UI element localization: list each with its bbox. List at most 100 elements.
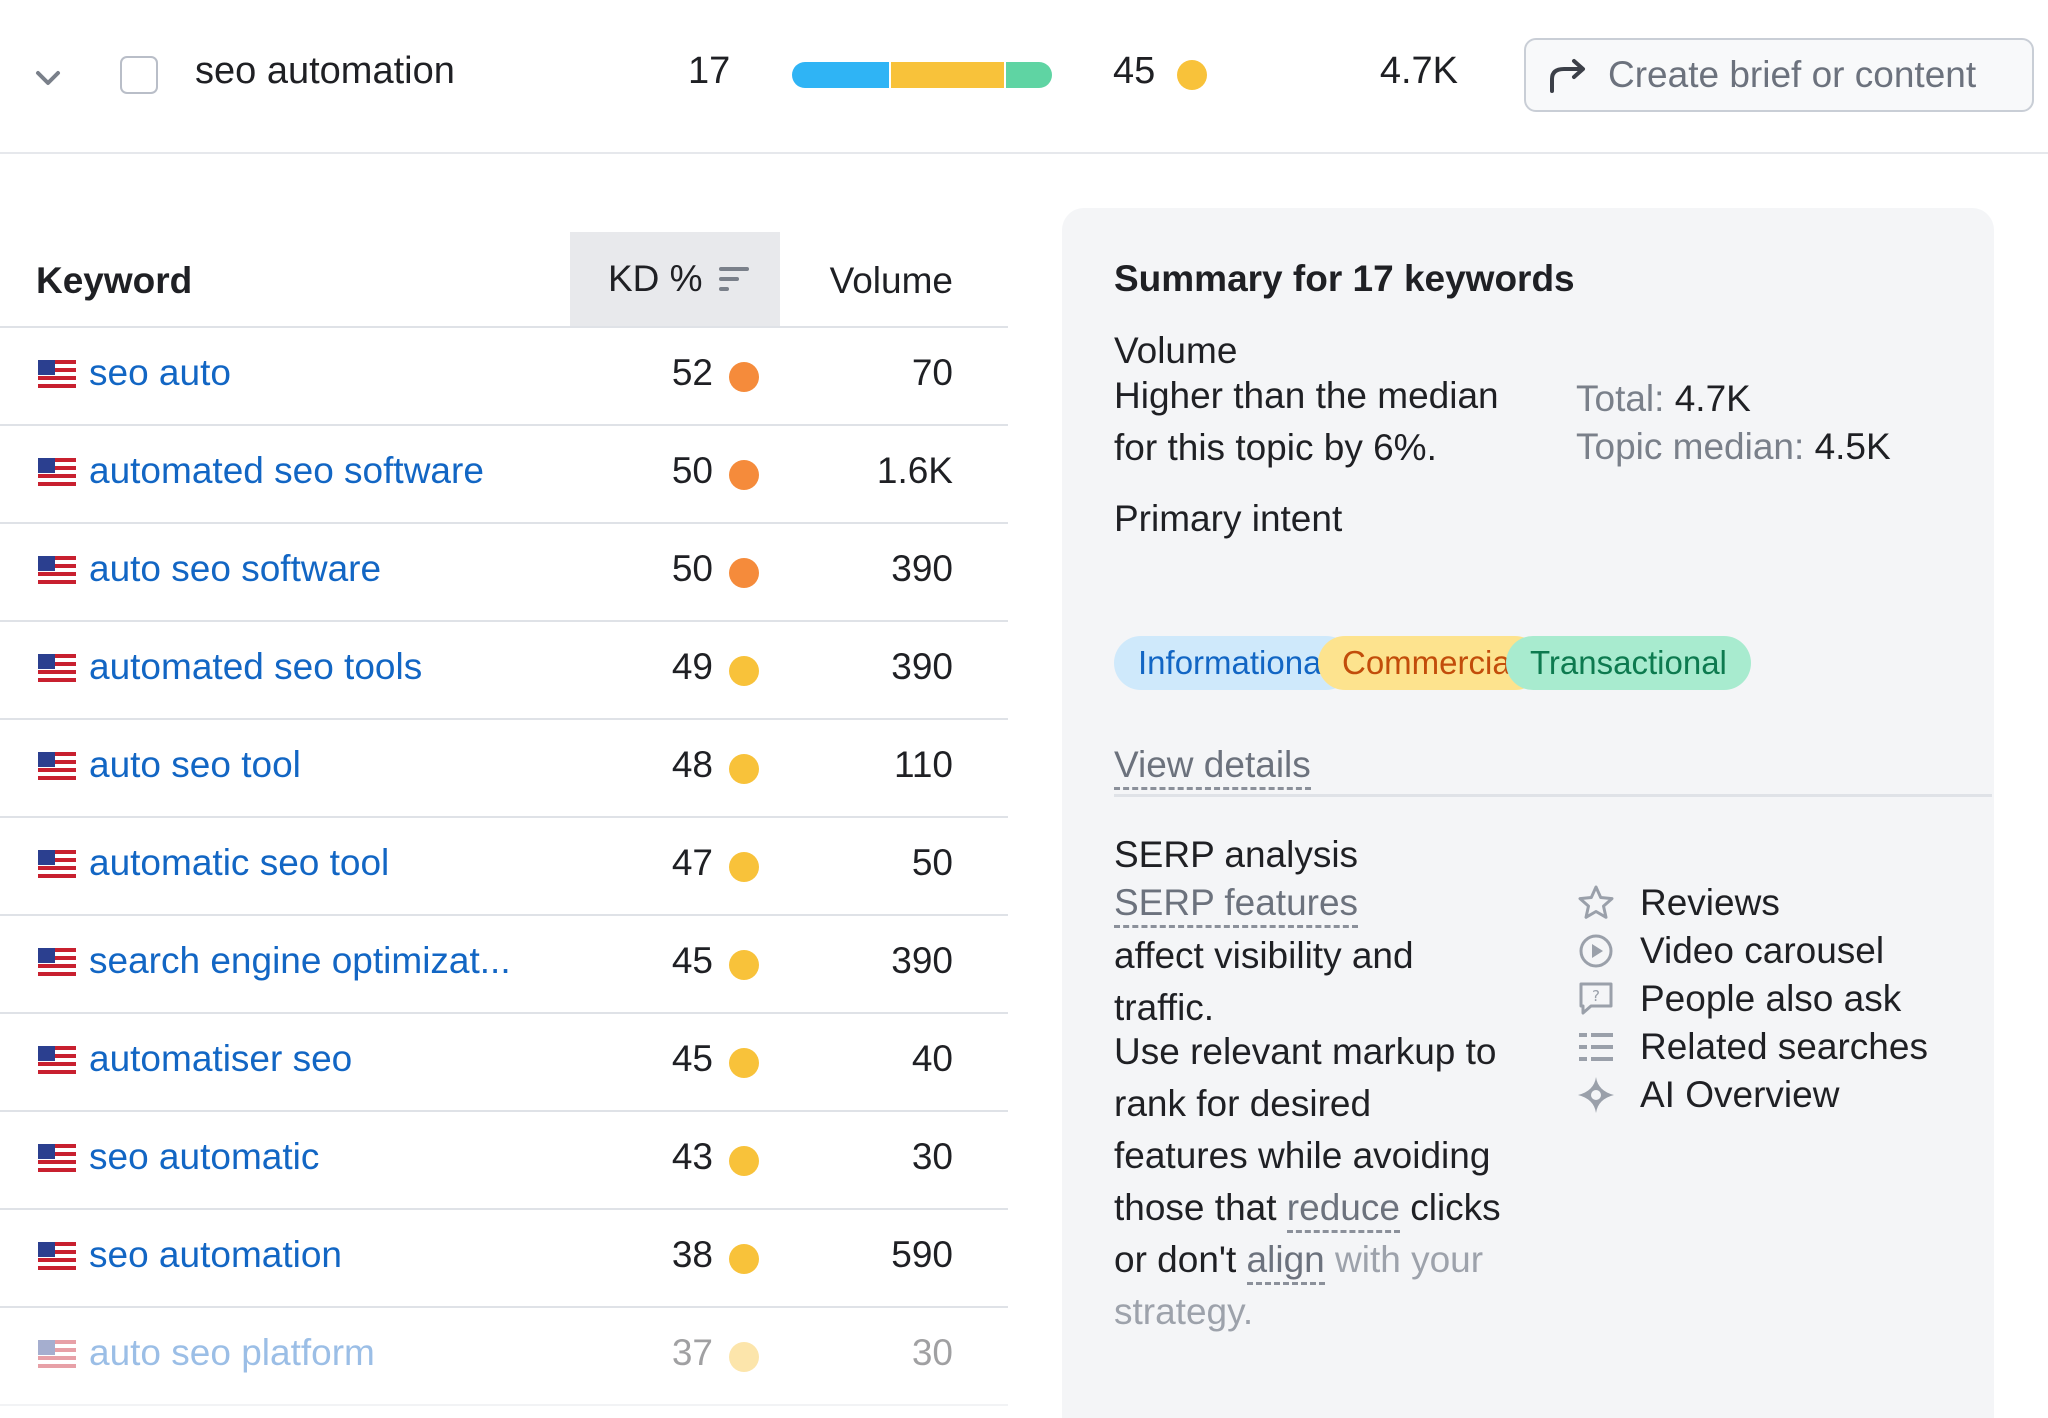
us-flag-icon xyxy=(38,948,76,976)
summary-title: Summary for 17 keywords xyxy=(1114,258,1575,299)
table-row: automatic seo tool 47 50 xyxy=(0,818,1008,916)
kd-indicator-dot xyxy=(729,852,759,882)
column-header-keyword[interactable]: Keyword xyxy=(36,260,193,301)
kd-indicator-dot xyxy=(729,558,759,588)
table-row: auto seo tool 48 110 xyxy=(0,720,1008,818)
table-row: auto seo software 50 390 xyxy=(0,524,1008,622)
kd-indicator-dot xyxy=(729,1146,759,1176)
volume-value: 110 xyxy=(894,744,953,785)
volume-heading: Volume xyxy=(1114,330,1238,371)
serp-feature-reviews: Reviews xyxy=(1576,882,1780,924)
serp-feature-people-also-ask: ? People also ask xyxy=(1576,978,1901,1020)
keyword-link[interactable]: automatic seo tool xyxy=(89,842,390,883)
table-header: Keyword KD % Volume xyxy=(0,232,1008,328)
summary-panel: Summary for 17 keywords Volume Higher th… xyxy=(1062,208,1994,1418)
kd-value: 50 xyxy=(671,548,713,589)
volume-value: 1.6K xyxy=(876,450,953,491)
volume-value: 390 xyxy=(891,646,953,687)
kd-indicator-dot xyxy=(729,1048,759,1078)
table-row: seo auto 52 70 xyxy=(0,328,1008,426)
serp-feature-ai-overview: AI Overview xyxy=(1576,1074,1839,1116)
cluster-checkbox[interactable] xyxy=(120,56,158,94)
us-flag-icon xyxy=(38,1144,76,1172)
keyword-link[interactable]: seo automation xyxy=(89,1234,343,1275)
keyword-link[interactable]: auto seo platform xyxy=(89,1332,375,1373)
kd-indicator-dot xyxy=(729,656,759,686)
serp-feature-label: AI Overview xyxy=(1640,1074,1840,1115)
intent-distribution-bar xyxy=(792,62,1052,88)
serp-text-visibility: affect visibility and traffic. xyxy=(1114,935,1414,1028)
column-header-kd-label: KD % xyxy=(608,258,703,299)
serp-text-markup-b: clicks or don't xyxy=(1114,1187,1501,1280)
share-arrow-icon xyxy=(1550,59,1585,93)
cluster-keyword-count: 17 xyxy=(688,50,731,92)
volume-value: 70 xyxy=(911,352,953,393)
kd-value: 38 xyxy=(671,1234,713,1275)
volume-value: 390 xyxy=(891,940,953,981)
keyword-link[interactable]: automated seo tools xyxy=(89,646,423,687)
table-row: automated seo tools 49 390 xyxy=(0,622,1008,720)
volume-value: 30 xyxy=(911,1332,953,1373)
table-row: search engine optimizat... 45 390 xyxy=(0,916,1008,1014)
kd-value: 45 xyxy=(671,940,713,981)
volume-median-label: Topic median: xyxy=(1576,426,1805,467)
kd-value: 50 xyxy=(671,450,713,491)
volume-median: Topic median: 4.5K xyxy=(1576,426,1891,468)
serp-text-markup-c: with your strategy. xyxy=(1114,1239,1484,1332)
volume-total: Total: 4.7K xyxy=(1576,378,1751,420)
keyword-link[interactable]: auto seo software xyxy=(89,548,382,589)
intent-heading: Primary intent xyxy=(1114,498,1343,539)
kd-indicator-dot xyxy=(729,950,759,980)
question-bubble-icon: ? xyxy=(1579,982,1613,1015)
intent-pill-transactional: Transactional xyxy=(1506,636,1751,690)
us-flag-icon xyxy=(38,360,76,388)
keyword-link[interactable]: automatiser seo xyxy=(89,1038,353,1079)
keyword-link[interactable]: search engine optimizat... xyxy=(89,940,511,981)
column-header-kd[interactable]: KD % xyxy=(570,232,780,326)
intent-pill-commercial: Commercial xyxy=(1318,636,1543,690)
serp-feature-label: Video carousel xyxy=(1640,930,1885,971)
kd-value: 48 xyxy=(671,744,713,785)
us-flag-icon xyxy=(38,556,76,584)
kd-value: 47 xyxy=(671,842,713,883)
us-flag-icon xyxy=(38,1046,76,1074)
view-details-link[interactable]: View details xyxy=(1114,744,1311,790)
keyword-link[interactable]: seo auto xyxy=(89,352,231,393)
volume-value: 40 xyxy=(911,1038,953,1079)
intent-bar-segment xyxy=(889,62,1004,88)
keyword-link[interactable]: seo automatic xyxy=(89,1136,320,1177)
kd-indicator-dot xyxy=(729,1244,759,1274)
keyword-link[interactable]: auto seo tool xyxy=(89,744,301,785)
volume-total-value: 4.7K xyxy=(1674,378,1751,419)
kd-value: 52 xyxy=(671,352,713,393)
serp-heading: SERP analysis xyxy=(1114,834,1359,875)
intent-pill-informational: Informational xyxy=(1114,636,1353,690)
volume-value: 30 xyxy=(911,1136,953,1177)
play-circle-icon xyxy=(1579,934,1613,968)
kd-indicator-dot xyxy=(729,460,759,490)
us-flag-icon xyxy=(38,850,76,878)
volume-value: 590 xyxy=(891,1234,953,1275)
serp-feature-label: People also ask xyxy=(1640,978,1902,1019)
reduce-link[interactable]: reduce xyxy=(1286,1187,1400,1233)
svg-text:?: ? xyxy=(1592,987,1600,1005)
chevron-down-icon[interactable] xyxy=(28,58,68,98)
table-row: automatiser seo 45 40 xyxy=(0,1014,1008,1112)
cluster-volume: 4.7K xyxy=(1379,50,1458,92)
serp-features-link[interactable]: SERP features xyxy=(1114,882,1359,928)
cluster-keyword: seo automation xyxy=(195,50,455,92)
star-icon xyxy=(1578,885,1614,919)
align-link[interactable]: align xyxy=(1246,1239,1325,1285)
us-flag-icon xyxy=(38,1242,76,1270)
keyword-link[interactable]: automated seo software xyxy=(89,450,484,491)
column-header-volume[interactable]: Volume xyxy=(829,260,953,301)
sort-lines-icon xyxy=(718,267,749,291)
kd-value: 37 xyxy=(671,1332,713,1373)
volume-value: 50 xyxy=(911,842,953,883)
intent-bar-segment xyxy=(792,62,890,88)
create-brief-button[interactable]: Create brief or content xyxy=(1524,38,2034,112)
us-flag-icon xyxy=(38,752,76,780)
kd-value: 49 xyxy=(671,646,713,687)
table-row: seo automation 38 590 xyxy=(0,1210,1008,1308)
kd-indicator-dot xyxy=(729,754,759,784)
